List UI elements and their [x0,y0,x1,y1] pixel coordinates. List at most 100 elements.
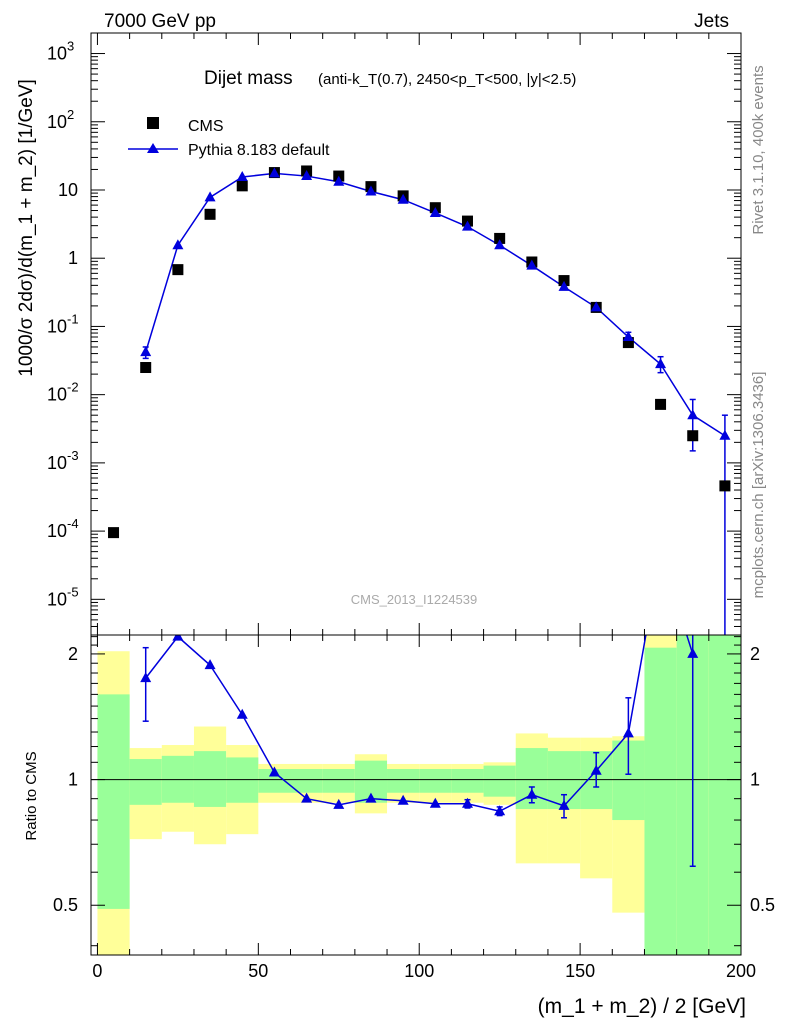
inner-band-bin [708,635,741,955]
main-y-axis-label: 1000/σ 2dσ)/d(m_1 + m_2) [1/GeV] [16,79,37,377]
ratio-tick-label-left: 2 [68,644,78,664]
legend-pythia-marker [147,143,159,153]
legend-cms-label: CMS [188,118,224,135]
plot-title-detail: (anti-k_T(0.7), 2450<p_T<500, |y|<2.5) [318,71,576,88]
header-energy: 7000 GeV pp [104,11,216,32]
pythia-data-point [140,346,152,357]
y-tick-label: 1 [68,248,78,268]
x-axis-label: (m_1 + m_2) / 2 [GeV] [538,995,746,1018]
cms-data-point [655,398,667,410]
uncertainty-bands [91,635,741,955]
y-tick-label: 10 [58,180,78,200]
data-series [108,165,731,867]
ratio-tick-label-right: 1 [750,770,760,790]
ratio-plot-frame [90,634,742,956]
y-tick-label: 10 [47,112,67,132]
pythia-data-point [558,280,570,291]
pythia-data-point [687,409,699,420]
ratio-data-point [429,797,441,808]
y-tick-label: 10 [47,385,67,405]
cms-data-point [140,362,152,374]
x-tick-label: 200 [726,961,756,981]
ratio-data-point [140,672,152,683]
ratio-data-point [204,659,216,670]
pythia-data-point [719,429,731,440]
rivet-version-label: Rivet 3.1.10, 400k events [750,65,767,234]
ratio-data-point [397,794,409,805]
ratio-data-point [526,788,538,799]
y-tick-label: 10 [47,316,67,336]
y-tick-exponent: 3 [67,39,74,54]
header-process: Jets [694,11,729,32]
inner-band-bin [419,769,452,793]
pythia-data-point [494,239,506,250]
y-tick-label: 10 [47,453,67,473]
pythia-data-point [204,191,216,202]
y-tick-label: 10 [47,589,67,609]
ratio-data-point [622,727,634,738]
y-tick-exponent: -2 [67,380,79,395]
pythia-data-point [397,193,409,204]
ratio-data-point [558,799,570,810]
cms-data-point [558,275,570,287]
pythia-data-point [365,185,377,196]
inner-band-bin [322,769,355,793]
pythia-data-point [461,220,473,231]
ratio-y-axis-label: Ratio to CMS [23,751,40,840]
inner-band-bin [193,751,227,807]
cms-data-point [108,527,120,539]
y-tick-exponent: -3 [67,448,79,463]
inner-band-bin [97,694,130,909]
pythia-data-point [590,301,602,312]
pythia-data-point [429,206,441,217]
mcplots-source-label: mcplots.cern.ch [arXiv:1306.3436] [750,372,767,599]
pythia-data-point [301,170,313,181]
ratio-data-point [687,647,699,658]
pythia-data-point [622,331,634,342]
cms-data-point [204,208,216,220]
inner-band-bin [226,757,259,803]
ratio-data-point [494,805,506,816]
inner-band-bin [644,647,677,955]
x-tick-label: 0 [92,961,102,981]
ratio-data-point [301,792,313,803]
inner-band-bin [129,759,162,805]
ratio-data-point [236,708,248,719]
ratio-tick-label-left: 1 [68,770,78,790]
y-tick-label: 10 [47,521,67,541]
y-tick-exponent: -5 [67,584,79,599]
ratio-data-point [365,792,377,803]
cms-data-point [622,337,634,349]
legend-cms-marker [147,117,159,129]
pythia-data-point [526,259,538,270]
legend-pythia-label: Pythia 8.183 default [188,142,330,159]
ratio-data-point [590,764,602,775]
ratio-data-point [461,797,473,808]
y-tick-exponent: -1 [67,311,79,326]
pythia-data-point [268,167,280,178]
inner-band-bin [258,769,291,793]
y-tick-label: 10 [47,44,67,64]
cms-data-point [236,180,248,192]
cms-data-point [494,232,506,244]
cms-data-point [172,264,184,276]
analysis-watermark: CMS_2013_I1224539 [351,592,478,607]
ratio-tick-label-right: 2 [750,644,760,664]
pythia-data-point [236,170,248,181]
ratio-data-point [333,798,345,809]
x-tick-label: 100 [404,961,434,981]
pythia-data-point [655,358,667,369]
x-tick-label: 50 [248,961,268,981]
ratio-tick-label-left: 0.5 [53,895,78,915]
y-tick-exponent: 2 [67,107,74,122]
ratio-data-point [172,635,184,641]
y-tick-exponent: -4 [67,516,79,531]
plot-title: Dijet mass [204,68,293,89]
x-tick-label: 150 [565,961,595,981]
ratio-data-point [268,766,280,777]
pythia-data-point [333,175,345,186]
ratio-data-point [655,546,666,556]
inner-band-bin [387,769,420,793]
